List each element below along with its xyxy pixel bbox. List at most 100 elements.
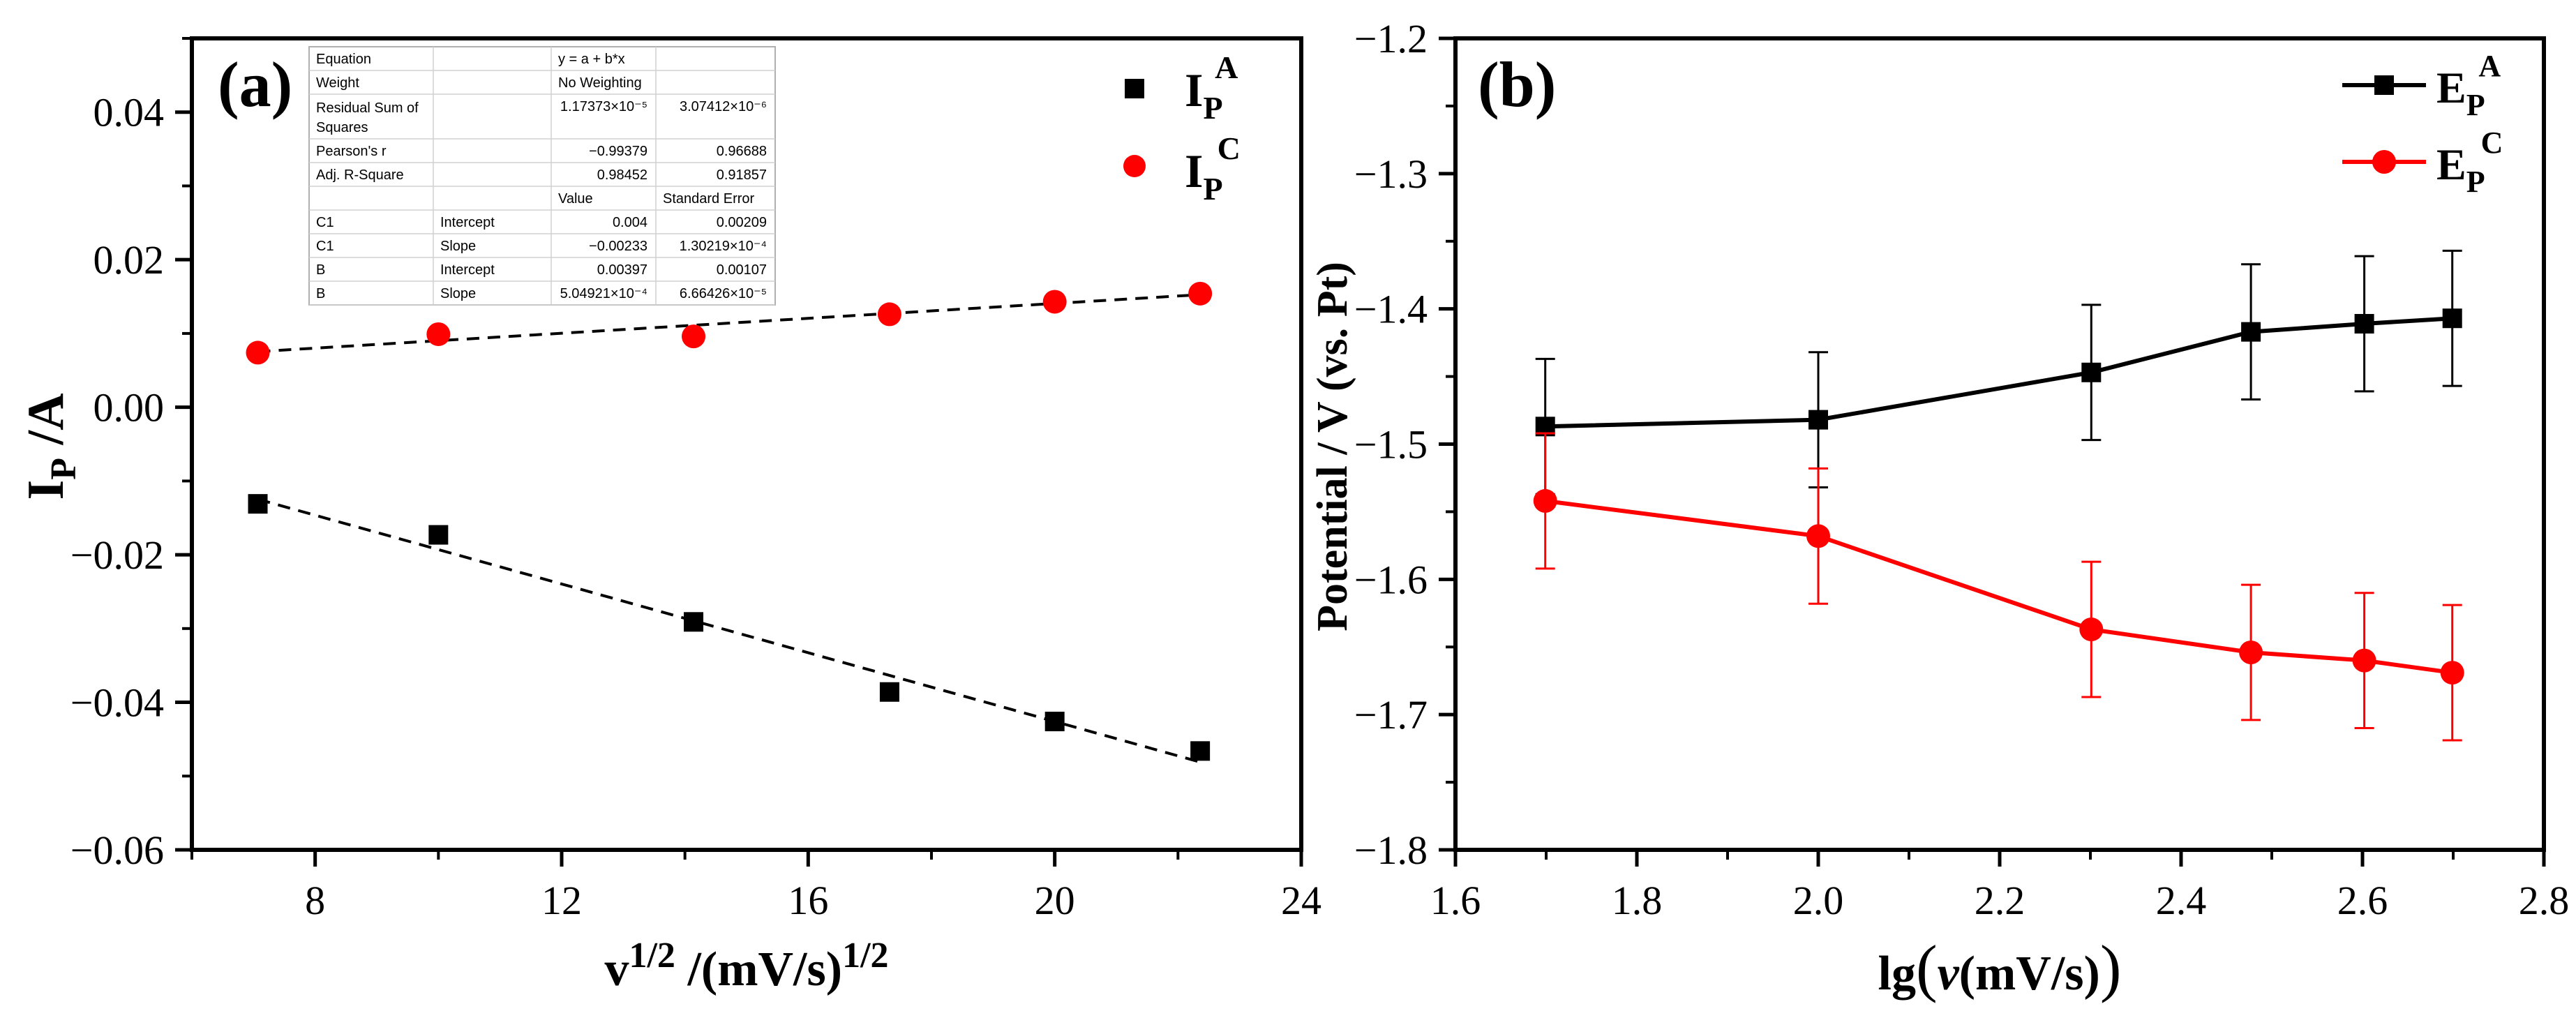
legend-label: IPC: [1185, 130, 1241, 207]
x-tick-label: 1.6: [1430, 878, 1481, 923]
y-axis-label: Potential / V (vs. Pt): [1309, 262, 1356, 631]
table-cell: Squares: [316, 120, 368, 135]
y-tick-label: −1.4: [1354, 287, 1428, 332]
table-cell: Slope: [440, 239, 476, 254]
x-tick-label: 2.2: [1975, 878, 2025, 923]
legend-marker-square: [1125, 79, 1144, 98]
table-cell: 0.004: [613, 215, 647, 230]
data-point-square: [1044, 712, 1065, 732]
plot-frame: [190, 36, 1303, 852]
data-point-circle: [2239, 641, 2263, 665]
table-cell: Residual Sum of: [316, 100, 419, 116]
table-cell: No Weighting: [558, 75, 642, 91]
table-cell: 0.91857: [717, 167, 767, 183]
x-tick-label: 2.4: [2156, 878, 2207, 923]
table-cell: C1: [316, 239, 334, 254]
fit-line: [257, 497, 1201, 764]
table-cell: 6.66426×10⁻⁵: [680, 286, 767, 301]
data-point-square: [2442, 308, 2462, 329]
data-point-square: [1190, 741, 1211, 761]
y-tick-label: −1.6: [1354, 557, 1428, 602]
data-point-circle: [1533, 488, 1557, 513]
y-tick-label: 0.00: [93, 385, 165, 431]
data-point-circle: [1042, 290, 1067, 314]
data-point-square: [684, 612, 704, 632]
panel-a-chart: Equation y = a + b*x Weight No Weighting Res…: [17, 36, 1321, 996]
data-point-circle: [2440, 661, 2464, 685]
table-cell: B: [316, 262, 325, 278]
y-tick-label: −1.3: [1354, 151, 1428, 197]
legend-label: IPA: [1185, 50, 1238, 126]
table-cell: Intercept: [440, 215, 495, 230]
data-point-square: [2354, 313, 2374, 334]
y-axis-ticks: −1.8 −1.7 −1.6 −1.5 −1.4 −1.3 −1.2: [1354, 16, 1455, 873]
y-tick-label: 0.02: [93, 237, 165, 283]
panel-label: (b): [1478, 49, 1556, 120]
y-axis-ticks: −0.06 −0.04 −0.02 0.00 0.02 0.04: [70, 37, 192, 873]
y-tick-label: 0.04: [93, 90, 165, 135]
series-line: [1545, 316, 2453, 429]
data-point-square: [879, 682, 899, 702]
legend: EPA EPC: [2342, 49, 2503, 199]
panel-label: (a): [218, 49, 292, 120]
y-axis-label: IP /A: [17, 393, 84, 500]
table-cell: −0.00233: [589, 239, 647, 254]
table-cell: 0.00107: [717, 262, 767, 278]
table-cell: 5.04921×10⁻⁴: [560, 286, 647, 301]
data-points: [246, 281, 1213, 761]
table-cell: 1.30219×10⁻⁴: [680, 239, 767, 254]
table-background: [308, 46, 776, 306]
table-cell: y = a + b*x: [558, 52, 625, 67]
data-point-square: [2081, 362, 2102, 382]
y-tick-label: −0.06: [70, 828, 164, 873]
table-cell: Weight: [316, 75, 359, 91]
data-series: [1533, 249, 2464, 742]
y-tick-label: −0.04: [70, 680, 164, 726]
legend-label: EPC: [2436, 126, 2503, 199]
x-tick-label: 1.8: [1612, 878, 1663, 923]
y-tick-label: −1.5: [1354, 422, 1428, 467]
data-point-circle: [877, 302, 901, 327]
legend-marker-circle: [1123, 155, 1146, 177]
table-cell: −0.99379: [589, 144, 647, 159]
data-point-circle: [246, 340, 270, 365]
data-point-circle: [2079, 617, 2104, 642]
x-tick-label: 2.6: [2337, 878, 2388, 923]
table-cell: C1: [316, 215, 334, 230]
table-cell: 0.98452: [597, 167, 647, 183]
x-tick-label: 20: [1035, 878, 1075, 923]
legend-label: EPA: [2436, 49, 2501, 122]
x-tick-label: 8: [305, 878, 325, 923]
y-tick-label: −1.8: [1354, 828, 1428, 873]
legend-marker-circle: [2372, 150, 2396, 174]
data-point-square: [428, 525, 449, 545]
table-cell: Slope: [440, 286, 476, 301]
panel-b-chart: 1.6 1.8 2.0 2.2 2.4 2.6 2.8 −1.8−1.7−1.6−1.5−1…: [1309, 16, 2569, 1003]
table-cell: 0.00397: [597, 262, 647, 278]
data-point-square: [1809, 410, 1828, 430]
table-cell: Standard Error: [663, 191, 755, 207]
series-line: [1545, 498, 2453, 675]
x-axis-ticks: 8 12 16 20 24: [190, 850, 1321, 923]
table-cell: Intercept: [440, 262, 495, 278]
table-cell: 0.96688: [717, 144, 767, 159]
data-point-square: [248, 494, 268, 514]
table-cell: 0.00209: [717, 215, 767, 230]
x-axis-ticks: 1.6 1.8 2.0 2.2 2.4 2.6 2.8: [1430, 850, 2570, 923]
table-cell: Equation: [316, 52, 371, 67]
table-cell: B: [316, 286, 325, 301]
y-tick-label: −0.02: [70, 532, 164, 578]
x-axis-label: v1/2 /(mV/s)1/2: [604, 936, 888, 996]
data-point-circle: [1188, 281, 1213, 306]
y-tick-label: −1.2: [1354, 16, 1428, 61]
x-tick-label: 16: [788, 878, 828, 923]
fit-results-table: Equation y = a + b*x Weight No Weighting Res…: [308, 46, 776, 306]
data-point-circle: [426, 322, 451, 346]
x-axis-label: lg(v(mV/s)): [1878, 932, 2122, 1003]
x-tick-label: 2.0: [1793, 878, 1844, 923]
x-tick-label: 12: [541, 878, 582, 923]
table-cell: Pearson's r: [316, 144, 387, 159]
x-tick-label: 2.8: [2519, 878, 2570, 923]
legend-marker-square: [2374, 75, 2394, 95]
